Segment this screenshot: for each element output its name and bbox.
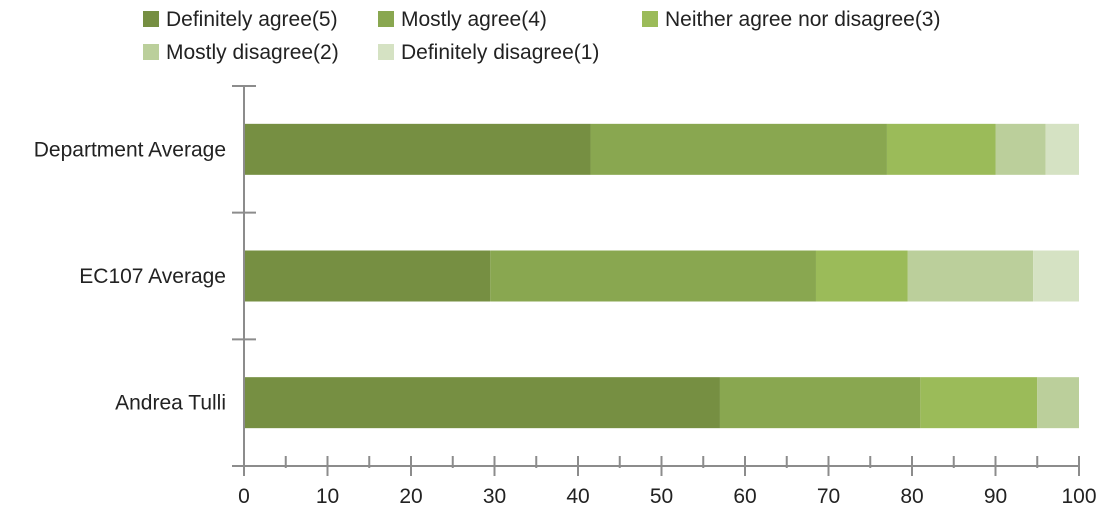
category-label-3: Andrea Tulli xyxy=(115,392,226,415)
x-tick-label-9: 80 xyxy=(900,485,923,508)
bar-segment-2-3 xyxy=(815,250,908,302)
x-tick-label-11: 100 xyxy=(1061,485,1096,508)
x-tick-label-3: 20 xyxy=(399,485,422,508)
bar-segment-2-2 xyxy=(490,250,816,302)
bar-segment-2-4 xyxy=(907,250,1034,302)
legend-label-5: Definitely disagree(1) xyxy=(401,41,599,64)
legend-swatch-3 xyxy=(642,11,658,27)
legend-label-3: Neither agree nor disagree(3) xyxy=(665,8,940,31)
bar-segment-2-1 xyxy=(244,250,491,302)
x-tick-label-1: 0 xyxy=(238,485,250,508)
category-label-1: Department Average xyxy=(34,138,226,161)
legend: Definitely agree(5) Mostly agree(4) Neithe… xyxy=(143,8,940,64)
legend-label-2: Mostly agree(4) xyxy=(401,8,547,31)
x-tick-label-5: 40 xyxy=(566,485,589,508)
axes-group: Department Average EC107 Average Andrea Tu… xyxy=(34,85,1097,508)
bar-segment-3-3 xyxy=(920,377,1038,429)
x-tick-label-2: 10 xyxy=(316,485,339,508)
x-tick-label-6: 50 xyxy=(650,485,673,508)
bar-segment-3-2 xyxy=(719,377,921,429)
bar-segment-1-1 xyxy=(244,123,591,175)
legend-swatch-4 xyxy=(143,44,159,60)
bar-segment-2-5 xyxy=(1033,250,1079,302)
x-tick-label-4: 30 xyxy=(483,485,506,508)
bar-segment-3-1 xyxy=(244,377,720,429)
legend-label-4: Mostly disagree(2) xyxy=(166,41,339,64)
category-label-2: EC107 Average xyxy=(79,265,226,288)
bar-segment-1-2 xyxy=(590,123,887,175)
bar-segment-1-5 xyxy=(1045,123,1079,175)
x-tick-label-10: 90 xyxy=(984,485,1007,508)
bars-group xyxy=(244,123,1079,429)
bar-segment-3-4 xyxy=(1037,377,1079,429)
x-tick-label-8: 70 xyxy=(817,485,840,508)
legend-swatch-2 xyxy=(378,11,394,27)
bar-segment-1-4 xyxy=(995,123,1046,175)
x-tick-label-7: 60 xyxy=(733,485,756,508)
legend-label-1: Definitely agree(5) xyxy=(166,8,338,31)
legend-swatch-1 xyxy=(143,11,159,27)
legend-swatch-5 xyxy=(378,44,394,60)
bar-segment-1-3 xyxy=(886,123,996,175)
